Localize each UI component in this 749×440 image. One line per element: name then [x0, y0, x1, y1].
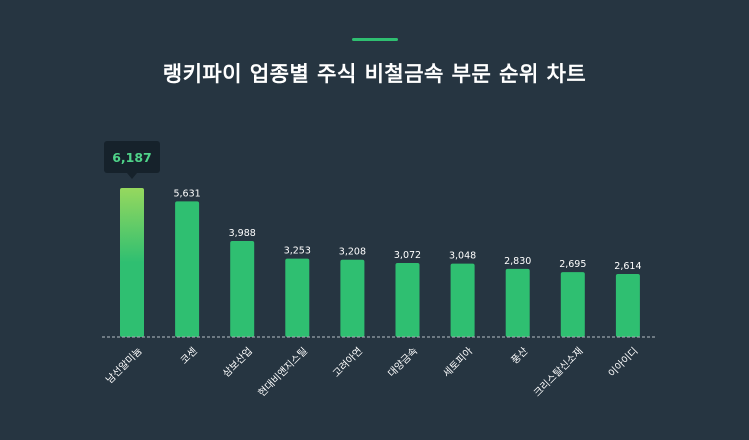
value-label-10: 2,614 — [614, 261, 641, 272]
category-label-5: 고려아연 — [331, 345, 366, 380]
bar-1 — [120, 188, 144, 337]
value-label-8: 2,830 — [504, 256, 531, 267]
tooltip-box — [104, 141, 160, 173]
bar-5 — [340, 259, 365, 337]
bar-9 — [560, 272, 585, 337]
category-label-4: 현대비앤지스틸 — [255, 344, 310, 399]
category-label-1: 남선알미늄 — [104, 345, 145, 386]
bar-4 — [285, 258, 310, 337]
title-accent-line — [352, 38, 398, 41]
value-label-4: 3,253 — [284, 246, 311, 257]
bar-8 — [505, 268, 530, 337]
bar-10 — [615, 274, 640, 337]
category-label-6: 대양금속 — [386, 345, 421, 380]
chart-title: 랭키파이 업종별 주식 비철금속 부문 순위 차트 — [162, 62, 587, 86]
value-label-1: 6,187 — [112, 150, 152, 165]
bar-7 — [450, 263, 475, 337]
category-label-10: 이아이디 — [606, 345, 641, 380]
value-label-6: 3,072 — [394, 250, 421, 261]
value-label-3: 3,988 — [229, 228, 256, 239]
category-label-9: 크리스탈신소재 — [531, 344, 586, 399]
bar-2 — [175, 201, 200, 337]
highlight-tooltip: 6,187 — [104, 141, 160, 179]
value-label-5: 3,208 — [339, 247, 366, 258]
tooltip-arrow — [127, 173, 137, 179]
category-label-7: 세토피아 — [441, 345, 476, 380]
value-label-2: 5,631 — [173, 188, 200, 199]
category-label-8: 풍산 — [509, 345, 531, 367]
value-label-9: 2,695 — [559, 259, 586, 270]
bar-6 — [395, 263, 420, 337]
category-label-3: 삼보산업 — [220, 344, 255, 379]
value-label-7: 3,048 — [449, 251, 476, 262]
bar-3 — [230, 240, 255, 337]
category-label-2: 코센 — [178, 345, 200, 367]
